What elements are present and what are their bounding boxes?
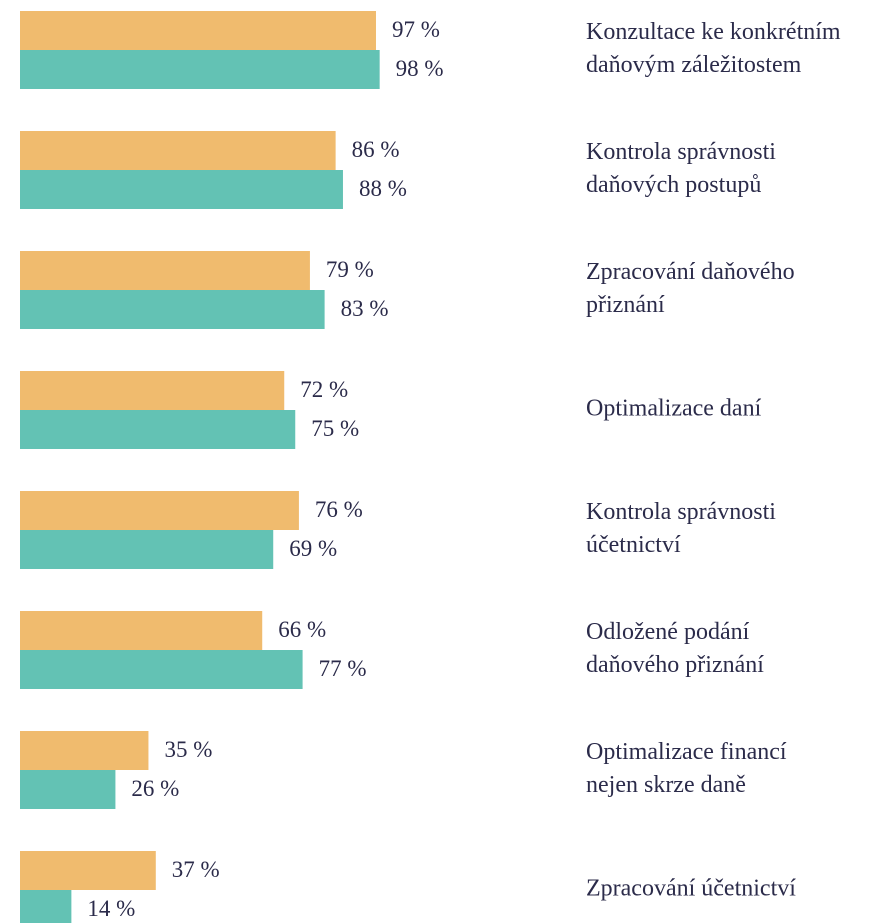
bar bbox=[20, 251, 310, 290]
value-label: 72 % bbox=[300, 377, 348, 402]
category-label: Zpracování účetnictví bbox=[586, 876, 796, 902]
value-label: 76 % bbox=[315, 497, 363, 522]
category-label: Optimalizace financí bbox=[586, 739, 787, 765]
category-label: daňového přiznání bbox=[586, 652, 764, 678]
value-label: 86 % bbox=[352, 137, 400, 162]
category-label: Optimalizace daní bbox=[586, 396, 762, 422]
value-label: 83 % bbox=[341, 296, 389, 321]
bar bbox=[20, 890, 72, 923]
bar bbox=[20, 650, 303, 689]
category-label: daňovým záležitostem bbox=[586, 52, 802, 78]
bar bbox=[20, 11, 376, 50]
bar bbox=[20, 530, 274, 569]
value-label: 98 % bbox=[396, 56, 444, 81]
value-label: 26 % bbox=[131, 776, 179, 801]
bar bbox=[20, 170, 343, 209]
category-label: daňových postupů bbox=[586, 172, 761, 198]
category-label: Konzultace ke konkrétním bbox=[586, 19, 841, 45]
bar bbox=[20, 731, 149, 770]
value-label: 66 % bbox=[278, 617, 326, 642]
category-label: účetnictví bbox=[586, 532, 681, 558]
value-label: 77 % bbox=[319, 656, 367, 681]
category-label: nejen skrze daně bbox=[586, 772, 746, 798]
bar bbox=[20, 131, 336, 170]
category-label: přiznání bbox=[586, 292, 665, 318]
bar bbox=[20, 371, 285, 410]
category-label: Kontrola správnosti bbox=[586, 499, 776, 525]
category-label: Zpracování daňového bbox=[586, 259, 795, 285]
bar bbox=[20, 410, 296, 449]
value-label: 75 % bbox=[311, 416, 359, 441]
category-label: Odložené podání bbox=[586, 619, 750, 645]
value-label: 14 % bbox=[87, 896, 135, 921]
bar bbox=[20, 50, 380, 89]
value-label: 69 % bbox=[289, 536, 337, 561]
category-label: Kontrola správnosti bbox=[586, 139, 776, 165]
bar bbox=[20, 491, 299, 530]
bar bbox=[20, 611, 263, 650]
value-label: 88 % bbox=[359, 176, 407, 201]
bar bbox=[20, 770, 116, 809]
value-label: 79 % bbox=[326, 257, 374, 282]
value-label: 35 % bbox=[164, 737, 212, 762]
value-label: 97 % bbox=[392, 17, 440, 42]
bar bbox=[20, 290, 325, 329]
value-label: 37 % bbox=[172, 857, 220, 882]
bar bbox=[20, 851, 156, 890]
